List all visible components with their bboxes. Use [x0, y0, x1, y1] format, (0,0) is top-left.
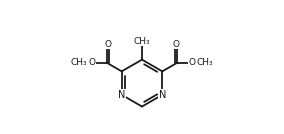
Text: O: O: [104, 40, 111, 49]
Text: CH₃: CH₃: [71, 58, 87, 67]
Text: N: N: [159, 90, 166, 100]
Text: O: O: [189, 58, 196, 67]
Text: N: N: [118, 90, 125, 100]
Text: O: O: [88, 58, 95, 67]
Text: O: O: [173, 40, 180, 49]
Text: CH₃: CH₃: [197, 58, 213, 67]
Text: CH₃: CH₃: [134, 37, 150, 46]
